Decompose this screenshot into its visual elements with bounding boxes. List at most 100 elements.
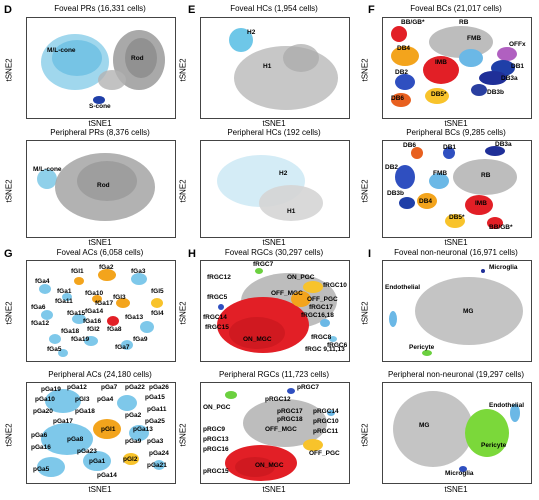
panel-letter-i: I — [368, 248, 372, 260]
cluster-label: Rod — [97, 182, 110, 189]
plot-title-foveal-bcs: Foveal BCs (21,017 cells) — [410, 4, 502, 13]
cluster-label: fRGC7 — [253, 261, 274, 268]
x-axis-label: tSNE1 — [262, 119, 286, 128]
x-axis-label: tSNE1 — [444, 238, 468, 247]
cluster-label: OFF_PGC — [309, 450, 340, 457]
cluster-label: IMB — [435, 59, 447, 66]
cluster-label: pRGC13 — [203, 436, 229, 443]
cluster-label: fGa9 — [133, 336, 148, 343]
cluster-label: DB6 — [403, 142, 417, 149]
cluster-label: fGa6 — [31, 304, 46, 311]
cluster-label: H2 — [279, 170, 288, 177]
cluster-label: pRGC10 — [313, 418, 339, 425]
cluster-label: pGa19 — [41, 386, 61, 393]
cluster-label: pGa4 — [97, 396, 114, 403]
cluster-label: ON_MGC — [243, 336, 272, 343]
cluster-label: Pericyte — [409, 344, 435, 351]
y-axis-label: tSNE2 — [178, 179, 188, 203]
plot-title-foveal-acs: Foveal ACs (6,058 cells) — [56, 248, 144, 257]
scatter-peripheral-prs — [37, 153, 155, 221]
cluster-label: fGl2 — [87, 326, 100, 333]
plot-title-foveal-prs: Foveal PRs (16,331 cells) — [54, 4, 146, 13]
cluster-label: ON_PGC — [287, 274, 315, 281]
cluster-label: pGa11 — [147, 406, 167, 413]
cluster-label: FMB — [467, 35, 482, 42]
cluster-label: Microglia — [445, 470, 474, 477]
cluster-label: DB4 — [419, 198, 433, 205]
cluster-label: pRGC18 — [277, 416, 303, 423]
cluster-label: pGl1 — [101, 426, 116, 433]
panel-letter-g: G — [4, 248, 13, 260]
cluster-label: H1 — [263, 63, 272, 70]
cluster-label: fGa12 — [31, 320, 50, 327]
cluster-label: pGa18 — [75, 408, 95, 415]
cluster-label: pGa9 — [125, 438, 142, 445]
cluster-label: fGa16 — [83, 318, 102, 325]
cluster-label: H2 — [247, 29, 256, 36]
plot-peripheral-non-neuronal: Endothelial MG Pericyte Microglia — [382, 382, 532, 484]
cluster-label: pGl2 — [123, 456, 138, 463]
cluster-label: pRGC7 — [297, 384, 320, 391]
cluster-label: pGa21 — [147, 462, 167, 469]
cluster-label: pRGC14 — [313, 408, 339, 415]
cluster-label: pGa3 — [147, 438, 164, 445]
cluster-label: fGl5 — [151, 288, 164, 295]
plot-title-peripheral-hcs: Peripheral HCs (192 cells) — [227, 128, 321, 137]
cluster-label: fRGC6 — [327, 342, 348, 349]
cluster-label: pRGC16 — [203, 446, 229, 453]
plot-foveal-acs: fGa4 fGl1 fGa2 fGa3 fGa1 fGa6 fGa11 fGa1… — [26, 260, 176, 362]
cluster-label: fGa1 — [57, 288, 72, 295]
plot-foveal-non-neuronal: Microglia Endothelial MG Pericyte — [382, 260, 532, 362]
plot-peripheral-acs: pGa19 pGa12 pGa7 pGa22 pGa26 pGa15 pGa10… — [26, 382, 176, 484]
cluster-label: IMB — [475, 200, 487, 207]
plot-foveal-bcs: BB/GB* RB FMB OFFx DB4 IMB DB1 DB2 DB3a … — [382, 17, 532, 119]
cluster-label: H1 — [287, 208, 296, 215]
scatter-foveal-bcs — [391, 26, 517, 107]
y-axis-label: tSNE2 — [4, 423, 14, 447]
x-axis-label: tSNE1 — [88, 485, 112, 494]
cluster-label: BB/GB* — [401, 19, 425, 26]
cluster-label: OFFx — [509, 41, 526, 48]
cluster-label: DB5* — [431, 91, 447, 98]
cluster-label: fGl4 — [151, 310, 164, 317]
cluster-label: Rod — [131, 55, 144, 62]
cluster-label: M/L-cone — [33, 166, 62, 173]
cluster-label: fRGC15 — [205, 324, 229, 331]
scatter-peripheral-hcs — [217, 155, 323, 221]
plot-peripheral-prs: M/L-cone Rod — [26, 140, 176, 238]
cluster-label: M/L-cone — [47, 47, 76, 54]
cluster-label: pGa14 — [97, 472, 117, 479]
plot-peripheral-bcs: DB6 DB1 DB3a DB2 FMB RB DB3b IMB DB4 DB5… — [382, 140, 532, 238]
cluster-label: pGa12 — [67, 384, 87, 391]
cluster-label: pGl3 — [75, 396, 90, 403]
y-axis-label: tSNE2 — [178, 301, 188, 325]
cluster-label: pGa16 — [31, 444, 51, 451]
scatter-peripheral-bcs — [395, 146, 517, 229]
cluster-label: fGl1 — [71, 268, 84, 275]
cluster-label: fGa11 — [55, 298, 73, 305]
plot-peripheral-hcs: H2 H1 — [200, 140, 350, 238]
cluster-label: pGa23 — [77, 448, 97, 455]
x-axis-label: tSNE1 — [88, 119, 112, 128]
cluster-label: pGa25 — [145, 418, 165, 425]
cluster-label: fRGC5 — [207, 294, 228, 301]
cluster-label: fGa14 — [85, 308, 104, 315]
plot-title-peripheral-rgcs: Peripheral RGCs (11,723 cells) — [218, 370, 330, 379]
cluster-label: pRGC17 — [277, 408, 303, 415]
cluster-label: fGa19 — [71, 336, 90, 343]
cluster-label: DB6 — [391, 95, 405, 102]
plot-title-peripheral-bcs: Peripheral BCs (9,285 cells) — [406, 128, 506, 137]
plot-title-foveal-hcs: Foveal HCs (1,954 cells) — [230, 4, 318, 13]
scatter-foveal-prs — [41, 30, 165, 104]
cluster-label: fRGC12 — [207, 274, 231, 281]
cluster-label: Microglia — [489, 264, 518, 271]
cluster-label: fGa2 — [99, 264, 114, 271]
y-axis-label: tSNE2 — [4, 301, 14, 325]
cluster-label: DB2 — [385, 164, 399, 171]
cluster-label: DB1 — [511, 63, 525, 70]
cluster-label: Endothelial — [385, 284, 421, 291]
y-axis-label: tSNE2 — [360, 301, 370, 325]
cluster-label: ON_PGC — [203, 404, 231, 411]
cluster-label: pRGC12 — [265, 396, 291, 403]
cluster-label: pGa2 — [125, 412, 142, 419]
